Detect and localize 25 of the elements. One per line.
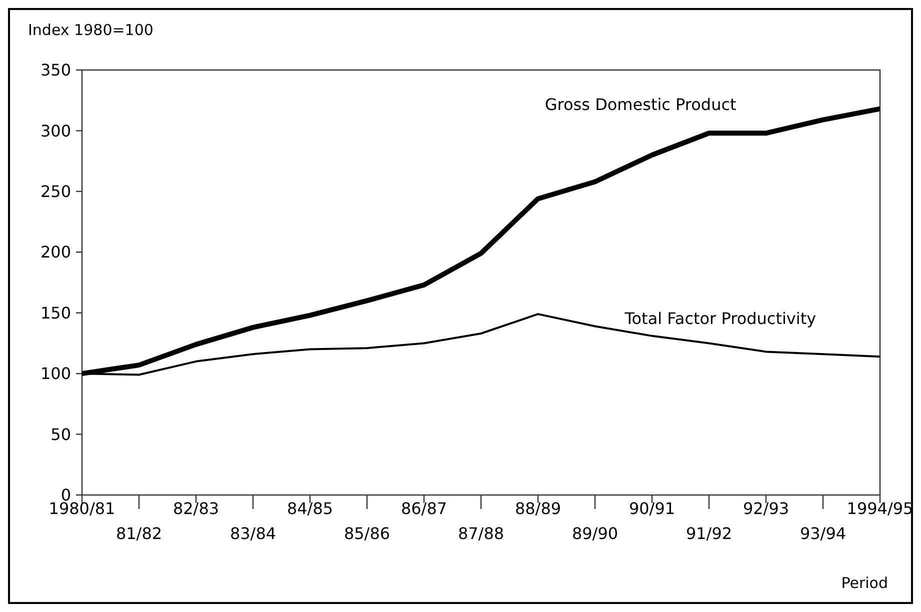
x-tick-label: 84/85 [286,499,334,518]
y-tick-label: 50 [50,424,71,444]
series-label: Gross Domestic Product [544,94,736,114]
x-tick-label: 92/93 [742,499,790,518]
y-tick-label: 250 [40,182,71,202]
x-tick-label: 82/83 [172,499,220,518]
y-tick-label: 200 [40,242,71,262]
x-tick-label: 83/84 [230,524,276,543]
x-tick-label: 86/87 [400,499,448,518]
x-tick-label: 1994/95 [846,499,914,518]
x-tick-label: 91/92 [686,524,732,543]
x-tick-label: 90/91 [628,499,676,518]
x-tick-label: 81/82 [116,524,162,543]
y-tick-label: 300 [40,121,71,140]
y-tick-label: 350 [40,60,71,80]
x-tick-label: 87/88 [458,524,504,543]
y-axis-title: Index 1980=100 [28,21,154,39]
x-tick-label: 85/86 [344,524,390,543]
x-tick-label: 88/89 [514,499,562,518]
y-tick-label: 150 [40,303,71,322]
series-label: Total Factor Productivity [624,309,816,328]
x-tick-label: 93/94 [800,524,846,543]
y-tick-label: 100 [40,364,71,384]
x-tick-label: 89/90 [572,524,618,543]
x-axis-title: Period [841,574,888,592]
